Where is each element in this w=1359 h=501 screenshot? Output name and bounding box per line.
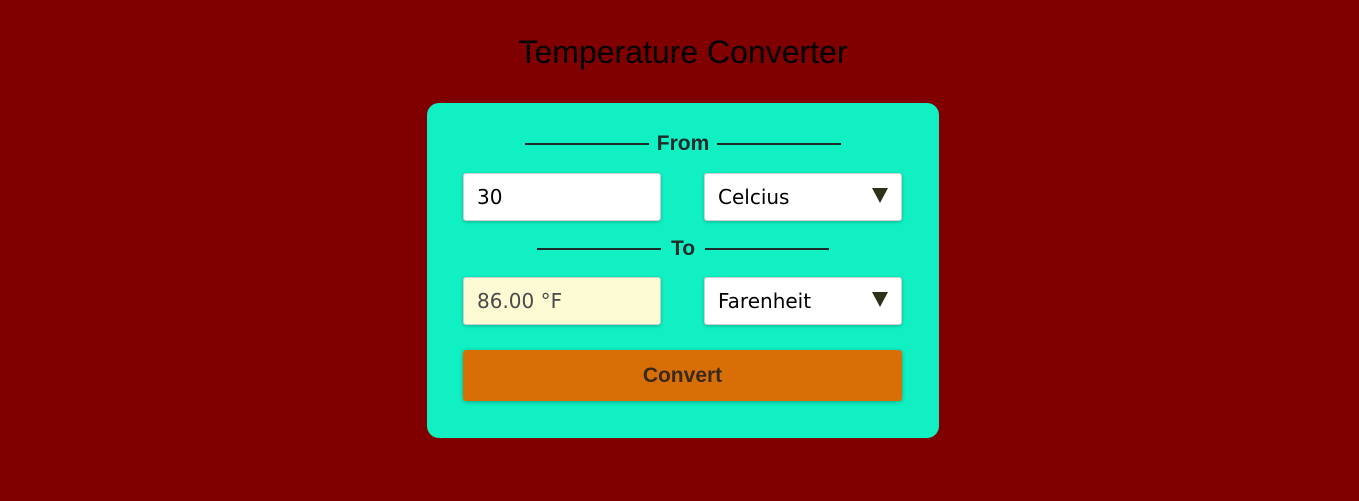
to-value-output[interactable]: 86.00 °F bbox=[463, 277, 661, 325]
converter-card: From 30 Celcius To 86.00 °F Farenheit Co… bbox=[427, 103, 939, 438]
convert-button-label: Convert bbox=[642, 363, 723, 387]
to-value-text: 86.00 °F bbox=[477, 289, 563, 313]
convert-button[interactable]: Convert bbox=[463, 350, 902, 401]
to-heading-label: To bbox=[670, 237, 696, 260]
triangle-down-icon bbox=[872, 291, 888, 307]
triangle-down-icon bbox=[872, 187, 888, 203]
from-heading-rule-left bbox=[524, 143, 649, 145]
from-heading-rule-right bbox=[717, 143, 842, 145]
to-heading: To bbox=[427, 237, 939, 261]
to-heading-rule-right bbox=[705, 248, 830, 250]
from-heading: From bbox=[427, 132, 939, 156]
from-unit-select[interactable]: Celcius bbox=[704, 173, 902, 221]
from-heading-label: From bbox=[656, 132, 710, 155]
from-value-input[interactable]: 30 bbox=[463, 173, 661, 221]
to-heading-rule-left bbox=[536, 248, 661, 250]
to-unit-select[interactable]: Farenheit bbox=[704, 277, 902, 325]
to-unit-selected: Farenheit bbox=[718, 289, 812, 313]
from-unit-selected: Celcius bbox=[718, 185, 790, 209]
from-value-text: 30 bbox=[477, 185, 503, 209]
page-title: Temperature Converter bbox=[518, 34, 848, 70]
